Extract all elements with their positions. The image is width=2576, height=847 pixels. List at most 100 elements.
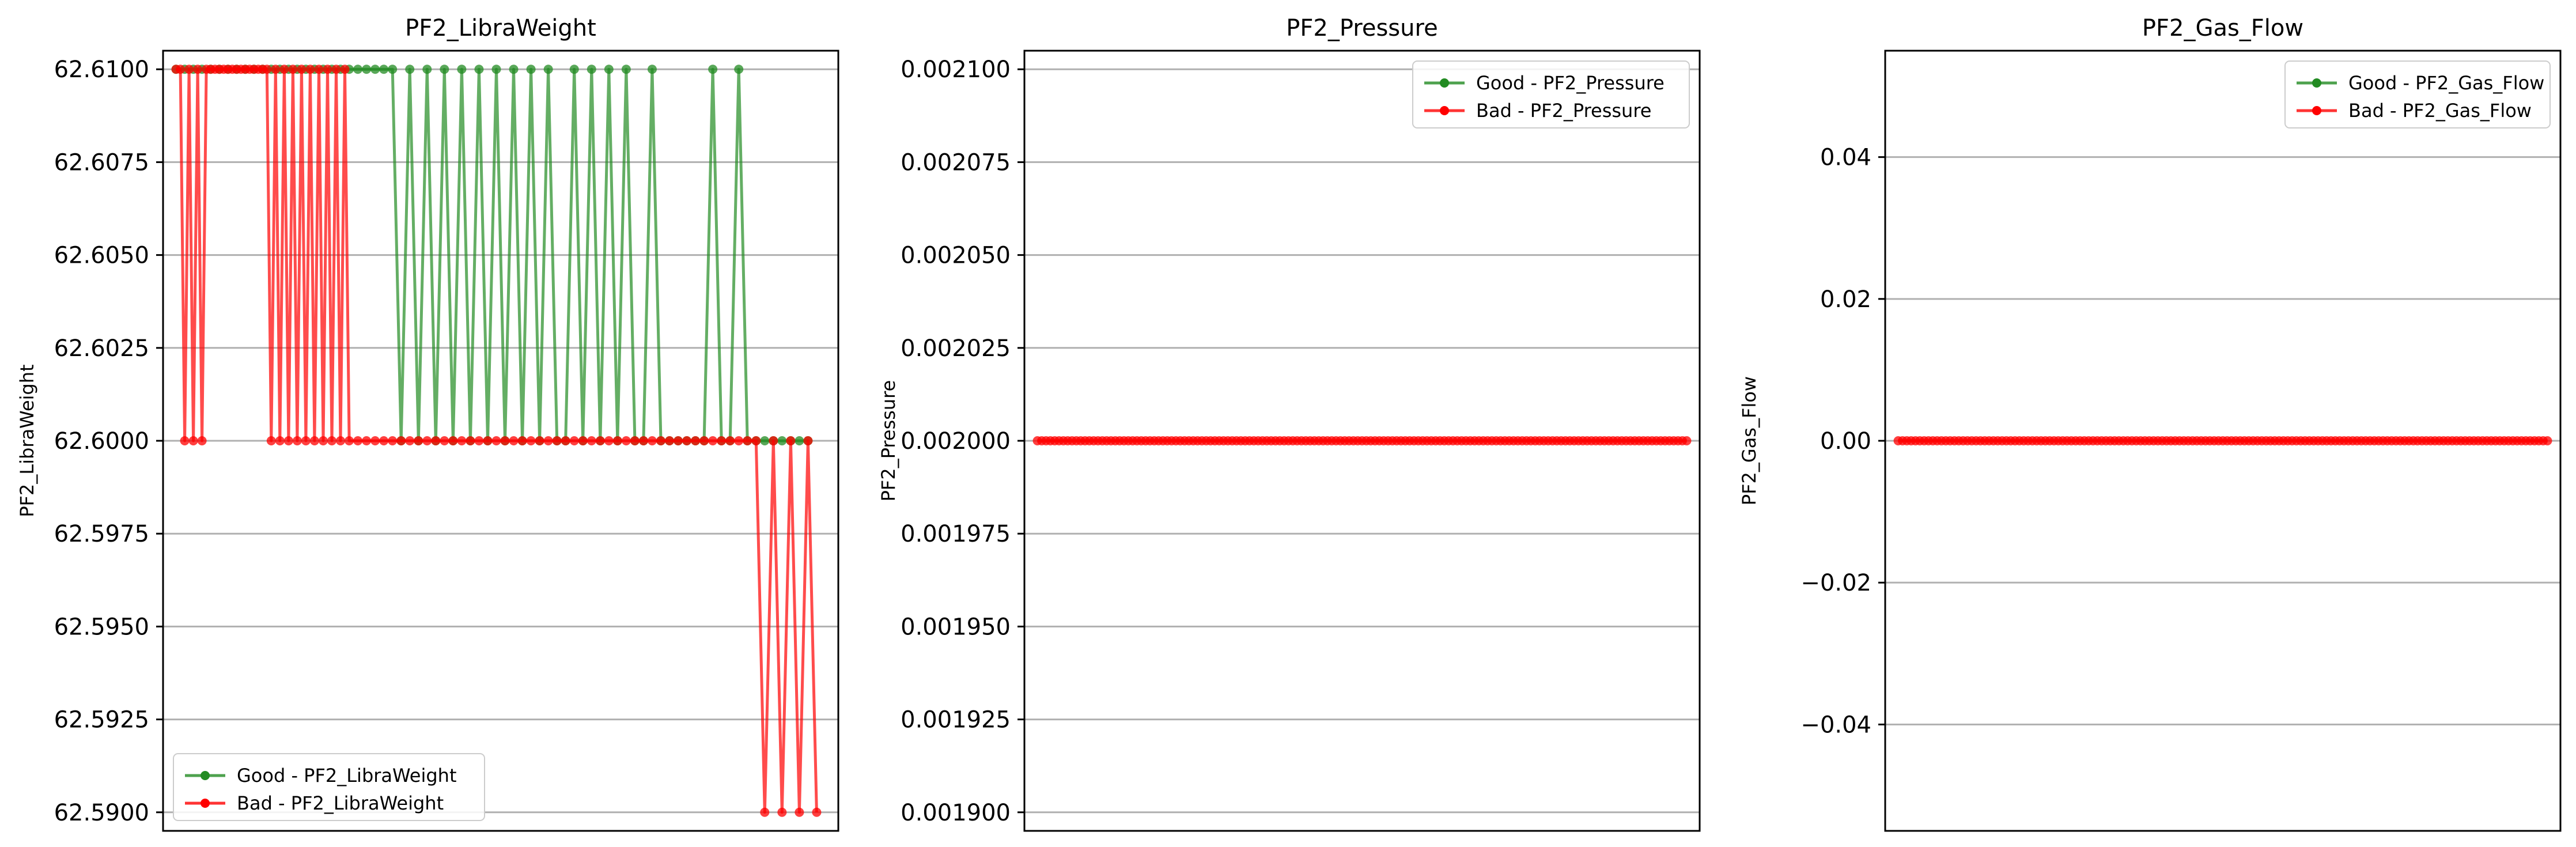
y-tick-label: 62.6050: [54, 243, 149, 269]
data-point: [587, 436, 596, 445]
data-point: [561, 436, 570, 445]
data-point: [691, 436, 701, 445]
chart-title: PF2_Gas_Flow: [2142, 15, 2303, 41]
data-point: [292, 436, 302, 445]
data-point: [271, 65, 281, 74]
data-point: [578, 436, 588, 445]
chart-panel-2: 0.001900 0.001925 0.001950 0.001975 0.002000…: [877, 15, 1701, 832]
data-point: [483, 436, 493, 445]
data-point: [604, 65, 614, 74]
data-point: [621, 65, 631, 74]
legend-swatch-marker: [1440, 106, 1449, 115]
data-point: [786, 436, 796, 445]
y-tick-label: 0.001925: [901, 707, 1011, 733]
y-tick-label: 62.5975: [54, 521, 149, 547]
data-point: [440, 436, 449, 445]
data-point: [262, 65, 272, 74]
y-tick-label: 62.6025: [54, 335, 149, 362]
data-point: [275, 436, 285, 445]
data-point: [431, 436, 441, 445]
data-point: [327, 436, 336, 445]
data-point: [708, 436, 718, 445]
data-point: [379, 436, 389, 445]
data-point: [176, 65, 186, 74]
data-point: [812, 807, 822, 817]
data-point: [509, 436, 519, 445]
data-point: [422, 436, 432, 445]
y-tick-label: 0.002025: [901, 335, 1011, 362]
y-tick-label: 62.5950: [54, 614, 149, 640]
legend-label: Bad - PF2_Pressure: [1476, 100, 1651, 122]
data-point: [491, 436, 501, 445]
data-point: [708, 65, 718, 74]
legend-swatch-marker: [2312, 106, 2321, 115]
data-point: [699, 436, 709, 445]
data-point: [301, 436, 311, 445]
y-tick-label: 0.002050: [901, 243, 1011, 269]
data-point: [587, 65, 596, 74]
data-point: [457, 436, 467, 445]
data-point: [331, 65, 341, 74]
data-point: [543, 65, 553, 74]
data-point: [1682, 436, 1692, 445]
data-point: [621, 436, 631, 445]
data-point: [297, 65, 307, 74]
data-point: [318, 436, 328, 445]
data-point: [440, 65, 449, 74]
data-point: [509, 65, 519, 74]
legend-swatch-marker: [201, 771, 210, 780]
data-point: [795, 436, 804, 445]
data-point: [197, 436, 207, 445]
data-point: [769, 436, 778, 445]
y-tick-label: 0.002100: [901, 56, 1011, 83]
y-tick-label: 62.6100: [54, 56, 149, 83]
y-tick-label: 0.001950: [901, 614, 1011, 640]
data-point: [362, 65, 372, 74]
data-point: [760, 807, 770, 817]
legend: Good - PF2_Pressure Bad - PF2_Pressure: [1412, 60, 1690, 128]
data-point: [388, 436, 398, 445]
data-point: [340, 65, 350, 74]
data-point: [795, 807, 804, 817]
data-point: [457, 65, 467, 74]
legend-box: [1412, 60, 1690, 128]
data-point: [474, 65, 484, 74]
data-point: [474, 436, 484, 445]
legend-label: Good - PF2_LibraWeight: [237, 765, 457, 786]
data-point: [448, 436, 458, 445]
data-point: [323, 65, 332, 74]
legend-swatch-marker: [2312, 78, 2321, 88]
data-point: [266, 436, 276, 445]
data-point: [405, 65, 415, 74]
data-point: [188, 436, 198, 445]
y-tick-label: 62.6075: [54, 149, 149, 176]
y-axis-label: PF2_LibraWeight: [16, 364, 38, 517]
legend: Good - PF2_LibraWeight Bad - PF2_LibraWei…: [173, 753, 485, 821]
data-point: [612, 436, 622, 445]
data-point: [193, 65, 203, 74]
y-tick-label: 62.5900: [54, 800, 149, 826]
data-point: [336, 436, 346, 445]
data-point: [777, 436, 787, 445]
series-bad: [1893, 436, 2552, 445]
y-tick-label: 0.00: [1820, 428, 1871, 455]
y-tick-label: 62.6000: [54, 428, 149, 455]
data-point: [414, 436, 423, 445]
data-point: [405, 436, 415, 445]
y-tick-label: 0.002000: [901, 428, 1011, 455]
data-point: [370, 65, 380, 74]
data-point: [743, 436, 752, 445]
data-point: [396, 436, 406, 445]
series-bad: [1032, 436, 1692, 445]
data-point: [595, 436, 605, 445]
y-tick-label: 0.001900: [901, 800, 1011, 826]
data-point: [725, 436, 735, 445]
data-point: [656, 436, 665, 445]
legend-swatch-marker: [201, 799, 210, 808]
data-point: [517, 436, 527, 445]
data-point: [630, 436, 640, 445]
y-tick-label: 0.001975: [901, 521, 1011, 547]
data-point: [543, 436, 553, 445]
data-point: [760, 436, 770, 445]
